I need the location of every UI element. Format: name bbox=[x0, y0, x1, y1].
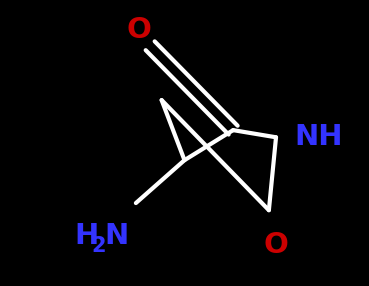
Text: O: O bbox=[126, 16, 151, 44]
Text: N: N bbox=[104, 222, 129, 250]
Text: O: O bbox=[263, 231, 289, 259]
Text: H: H bbox=[75, 222, 99, 250]
Text: 2: 2 bbox=[91, 236, 106, 256]
Text: NH: NH bbox=[294, 123, 343, 151]
